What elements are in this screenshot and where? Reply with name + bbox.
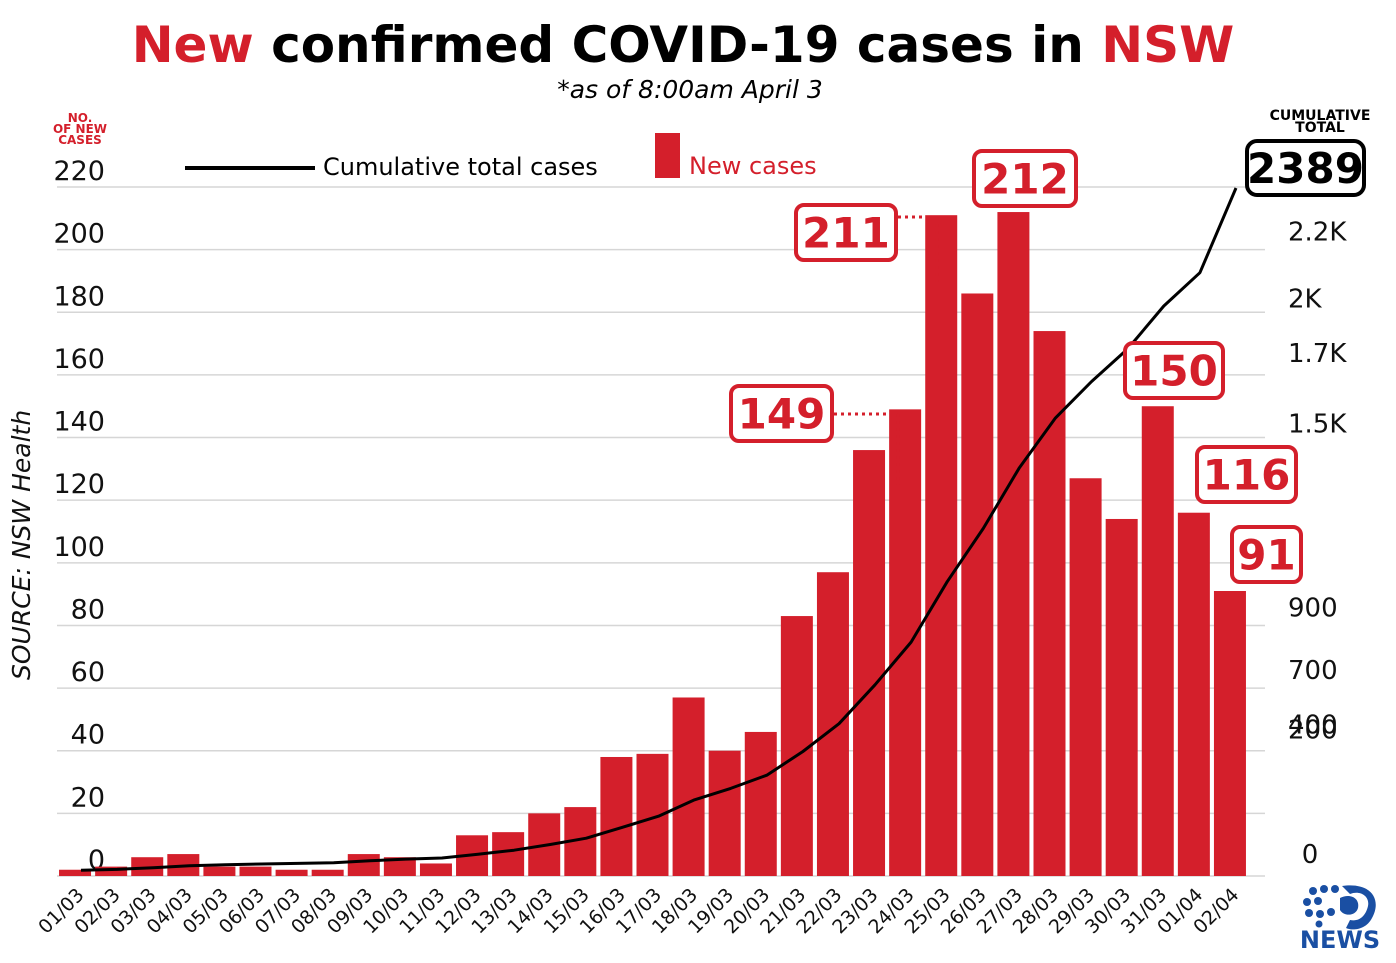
nine-logo-icon	[1303, 885, 1376, 930]
y2-tick-label: 1.5K	[1288, 410, 1347, 440]
chart-subtitle: *as of 8:00am April 3	[557, 75, 823, 104]
bar	[347, 854, 380, 876]
y-tick-label: 140	[53, 407, 105, 438]
y2-tick-label: 0	[1302, 840, 1319, 870]
bars-new-cases	[59, 212, 1246, 877]
right-axis-label-line-2: TOTAL	[1295, 120, 1345, 136]
right-axis-label-line-1: CUMULATIVE	[1270, 108, 1371, 124]
y2-tick-label: 400	[1288, 711, 1338, 741]
left-axis-label-line-1: NO.	[68, 111, 93, 125]
y2-tick-label: 2K	[1288, 284, 1323, 314]
callout-212-value: 212	[981, 155, 1069, 204]
y2-tick-label: 200	[1288, 715, 1338, 745]
bar	[961, 293, 994, 876]
y2-tick-label: 2.2K	[1288, 218, 1347, 248]
bar	[1213, 591, 1246, 876]
bar	[492, 832, 525, 876]
y-tick-label: 120	[53, 469, 105, 500]
y-tick-label: 20	[71, 782, 105, 813]
callout-cumulative-value: 2389	[1247, 144, 1364, 193]
y2-tick-label: 700	[1288, 656, 1338, 686]
y-tick-label: 200	[53, 219, 105, 250]
chart-title: New confirmed COVID-19 cases in NSW	[132, 16, 1235, 74]
y-tick-label: 220	[53, 156, 105, 187]
y-tick-label: 180	[53, 281, 105, 312]
callout-cumulative-box	[1245, 139, 1366, 197]
callout-149-value: 149	[738, 390, 826, 439]
bar	[239, 866, 272, 876]
y-tick-label: 160	[53, 344, 105, 375]
callout-116-box	[1195, 445, 1298, 504]
y-tick-label: 60	[71, 657, 105, 688]
callout-150-value: 150	[1130, 347, 1218, 396]
callout-211-value: 211	[802, 209, 890, 258]
x-axis-ticks: 01/0302/0303/0304/0305/0306/0307/0308/03…	[34, 884, 1243, 938]
legend-bar-swatch	[655, 133, 680, 178]
nine-news-logo: NEWS	[1300, 885, 1380, 954]
callout-91-value: 91	[1237, 531, 1295, 580]
bar	[311, 869, 344, 876]
legend-cumulative-label: Cumulative total cases	[323, 153, 598, 181]
bar	[383, 857, 416, 876]
bar	[1069, 478, 1102, 876]
callout-116-value: 116	[1203, 451, 1291, 500]
bar	[95, 866, 128, 876]
bar	[744, 731, 777, 876]
bar	[853, 450, 886, 876]
y2-tick-label: 1.7K	[1288, 339, 1347, 369]
callout-212-box	[972, 149, 1078, 208]
title-part-middle: confirmed COVID-19 cases in	[254, 16, 1102, 74]
bar	[672, 697, 705, 876]
bar	[203, 866, 236, 876]
left-axis-label-line-3: CASES	[58, 133, 102, 147]
bar	[816, 572, 849, 876]
bar	[275, 869, 308, 876]
bar	[419, 863, 452, 876]
bar	[997, 212, 1030, 876]
cumulative-line	[80, 187, 1238, 872]
bar	[1105, 518, 1138, 876]
left-axis-label: NO. OF NEW CASES	[53, 111, 107, 147]
title-part-nsw: NSW	[1101, 16, 1234, 74]
right-axis-label: CUMULATIVE TOTAL	[1270, 108, 1371, 136]
logo-news-text: NEWS	[1300, 926, 1380, 954]
bar	[59, 869, 92, 876]
bar	[889, 409, 922, 876]
bar	[1177, 512, 1210, 876]
y-tick-label: 40	[71, 720, 105, 751]
bar	[1141, 406, 1174, 876]
callout-150-box	[1123, 341, 1225, 400]
y-tick-label: 100	[53, 532, 105, 563]
callout-211-box	[794, 203, 898, 262]
bar	[780, 616, 813, 876]
bar	[1033, 331, 1066, 877]
callouts: 149 211 212 150 116 91 2389	[729, 139, 1366, 584]
bar	[708, 750, 741, 876]
y-tick-label: 80	[71, 594, 105, 625]
line-cumulative	[80, 187, 1238, 872]
bar	[600, 756, 633, 876]
legend-new-cases-label: New cases	[689, 152, 817, 180]
source-label: SOURCE: NSW Health	[7, 410, 36, 680]
callout-91-box	[1230, 525, 1303, 584]
callout-149-box	[729, 384, 834, 443]
bar	[925, 215, 958, 876]
y2-tick-label: 900	[1288, 593, 1338, 623]
legend: Cumulative total cases New cases	[185, 133, 817, 181]
left-axis-label-line-2: OF NEW	[53, 122, 107, 136]
title-part-new: New	[132, 16, 254, 74]
